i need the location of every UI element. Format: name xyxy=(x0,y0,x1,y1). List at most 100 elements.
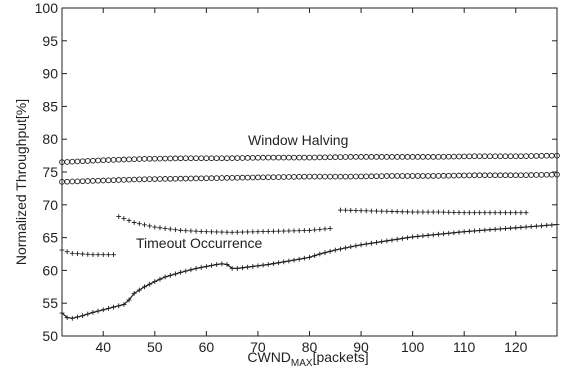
circle-marker xyxy=(280,174,287,180)
circle-marker xyxy=(311,154,318,161)
plus-marker xyxy=(528,224,534,229)
circle-marker xyxy=(430,154,437,160)
y-tick-label: 80 xyxy=(42,131,58,147)
plus-marker xyxy=(513,210,519,216)
plus-marker xyxy=(178,269,183,275)
circle-marker xyxy=(502,153,509,160)
circle-marker xyxy=(229,174,236,181)
circle-marker xyxy=(538,172,545,178)
plus-marker xyxy=(224,262,230,267)
circle-marker xyxy=(301,154,308,161)
plus-marker xyxy=(173,227,178,233)
plus-marker xyxy=(198,265,204,270)
plus-marker xyxy=(410,234,416,240)
plus-marker xyxy=(436,209,441,215)
series-2 xyxy=(59,247,116,258)
plus-marker xyxy=(152,224,158,230)
plus-marker xyxy=(477,228,483,233)
plus-marker xyxy=(147,281,153,287)
circle-marker xyxy=(177,175,184,182)
circle-marker xyxy=(239,174,246,181)
plus-marker xyxy=(188,267,194,273)
circle-marker xyxy=(347,154,354,160)
circle-marker xyxy=(136,156,143,162)
plus-marker xyxy=(317,227,323,232)
circle-marker xyxy=(414,173,421,179)
plus-marker xyxy=(162,274,168,280)
circle-marker xyxy=(121,177,127,183)
circle-marker xyxy=(275,174,282,180)
plus-marker xyxy=(229,266,235,271)
x-tick-label: 110 xyxy=(453,339,476,355)
circle-marker xyxy=(265,154,272,161)
plus-marker xyxy=(466,228,472,234)
circle-marker xyxy=(342,173,349,180)
x-tick-label: 70 xyxy=(250,339,266,355)
plus-marker xyxy=(368,208,374,214)
plus-marker xyxy=(147,223,153,229)
circle-marker xyxy=(193,155,199,162)
plus-marker xyxy=(209,263,214,268)
plus-marker xyxy=(193,266,199,271)
plus-marker xyxy=(317,251,323,257)
circle-marker xyxy=(157,155,163,162)
circle-marker xyxy=(193,175,199,182)
circle-marker xyxy=(414,154,421,160)
circle-marker xyxy=(100,177,107,184)
circle-marker xyxy=(182,175,189,182)
plus-marker xyxy=(446,209,452,215)
circle-marker xyxy=(404,173,411,179)
circle-marker xyxy=(373,154,380,160)
circle-marker xyxy=(368,154,375,160)
circle-marker xyxy=(430,173,437,179)
circle-marker xyxy=(368,173,375,180)
plus-marker xyxy=(167,226,173,232)
series-5 xyxy=(59,222,560,321)
plus-marker xyxy=(121,216,127,221)
circle-marker xyxy=(445,172,452,179)
circle-marker xyxy=(518,153,524,160)
plus-marker xyxy=(250,229,256,235)
x-axis-label: CWNDMAX[packets] xyxy=(247,349,368,369)
circle-marker xyxy=(121,156,127,163)
plus-marker xyxy=(322,250,328,256)
circle-marker xyxy=(523,172,529,178)
plus-marker xyxy=(394,209,400,215)
plus-marker xyxy=(276,228,281,234)
circle-marker xyxy=(244,155,251,161)
circle-marker xyxy=(79,178,86,185)
x-tick-label: 100 xyxy=(401,339,425,355)
plus-marker xyxy=(312,227,318,233)
circle-marker xyxy=(533,172,540,178)
y-tick-label: 95 xyxy=(42,33,58,49)
circle-marker xyxy=(399,173,406,179)
circle-marker xyxy=(234,174,241,181)
circle-marker xyxy=(373,173,380,180)
plus-marker xyxy=(214,229,220,235)
plus-marker xyxy=(338,207,343,213)
plus-marker xyxy=(312,253,318,259)
circle-marker xyxy=(512,172,519,179)
plus-marker xyxy=(374,240,379,245)
plus-marker xyxy=(296,228,302,234)
plus-marker xyxy=(167,273,173,278)
circle-marker xyxy=(316,173,323,180)
plus-marker xyxy=(420,233,426,239)
plus-marker xyxy=(100,252,106,258)
circle-marker xyxy=(131,176,138,183)
circle-marker xyxy=(487,153,493,160)
circle-marker xyxy=(476,172,483,179)
circle-marker xyxy=(311,173,318,180)
circle-marker xyxy=(543,171,550,178)
plus-marker xyxy=(183,268,189,274)
plus-marker xyxy=(111,304,116,310)
plus-marker xyxy=(374,208,379,214)
circle-marker xyxy=(358,173,364,180)
plus-marker xyxy=(69,250,75,256)
x-tick-label: 60 xyxy=(199,339,215,355)
circle-marker xyxy=(151,176,158,182)
plus-marker xyxy=(245,264,251,270)
circle-marker xyxy=(538,152,545,159)
circle-marker xyxy=(476,153,483,160)
